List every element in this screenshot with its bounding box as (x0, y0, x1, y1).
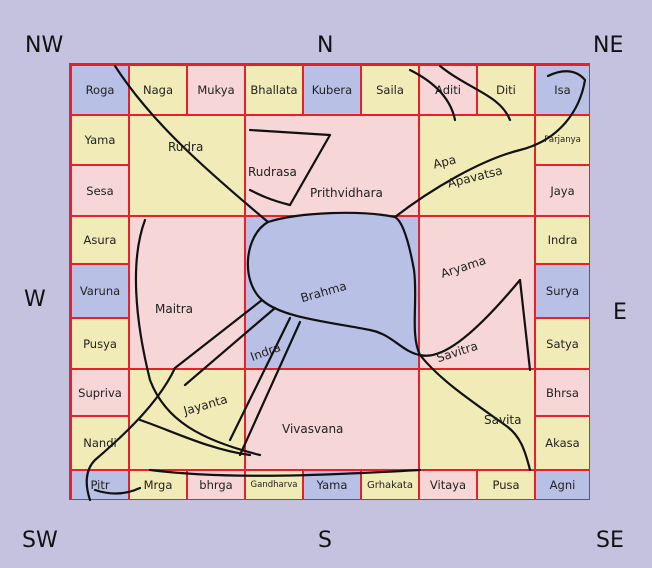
cell-label: Roga (85, 83, 115, 97)
cell-left-1: Sesa (71, 165, 129, 216)
cell-right-3: Surya (535, 264, 590, 318)
cell-top-1: Naga (129, 65, 187, 115)
cell-label: Mrga (143, 478, 173, 492)
cell-label: Indra (547, 233, 578, 247)
cell-right-6: Akasa (535, 416, 590, 470)
label-maitra: Maitra (155, 302, 194, 316)
cell-left-5: Supriva (71, 369, 129, 416)
cell-label: Yama (316, 478, 348, 492)
cell-label: Isa (554, 83, 571, 97)
cell-label: Kubera (311, 83, 353, 97)
cell-label: Asura (83, 233, 117, 247)
cell-right-2: Indra (535, 216, 590, 264)
zone-jayanta (129, 369, 245, 470)
cell-label: Saila (376, 83, 404, 97)
cell-label: Surya (545, 284, 580, 298)
cell-bottom-0: Pitr (71, 470, 129, 500)
cell-label: bhrga (199, 478, 233, 492)
cell-top-5: Saila (361, 65, 419, 115)
zone-maitra (129, 216, 245, 369)
cell-label: Parjanya (544, 135, 581, 145)
cell-label: Bhrsa (546, 385, 579, 400)
cell-bottom-8: Agni (535, 470, 590, 500)
cell-right-4: Satya (535, 318, 590, 369)
cell-label: Yama (84, 133, 116, 147)
cell-label: Vitaya (429, 478, 467, 492)
cell-bottom-1: Mrga (129, 470, 187, 500)
label-rudrasa: Rudrasa (248, 165, 297, 179)
cell-label: Nandi (83, 436, 117, 450)
cell-label: Supriva (78, 385, 122, 400)
cell-label: Pusa (492, 478, 520, 492)
cell-label: Satya (546, 336, 579, 351)
cell-label: Agni (549, 478, 576, 492)
zone-apavatsa (419, 115, 535, 216)
cell-top-3: Bhallata (245, 65, 303, 115)
direction-ne: NE (593, 33, 624, 58)
direction-nw: NW (25, 33, 64, 58)
cell-label: Gandharva (250, 480, 298, 490)
direction-w: W (24, 287, 46, 312)
label-savita: Savita (484, 413, 522, 427)
direction-e: E (613, 300, 627, 325)
cell-bottom-7: Pusa (477, 470, 535, 500)
cell-label: Pitr (90, 478, 110, 492)
cell-top-6: Aditi (419, 65, 477, 115)
direction-s: S (318, 528, 332, 553)
cell-bottom-5: Grhakata (361, 470, 419, 500)
cell-top-8: Isa (535, 65, 590, 115)
label-rudra: Rudra (168, 140, 204, 154)
cell-label: Bhallata (250, 83, 298, 97)
cell-left-6: Nandi (71, 416, 129, 470)
cell-left-0: Yama (71, 115, 129, 165)
label-prithvidhara: Prithvidhara (310, 186, 383, 200)
zone-vivasvana (245, 369, 419, 470)
cell-left-2: Asura (71, 216, 129, 264)
label-vivasvana: Vivasvana (282, 422, 344, 436)
cell-right-1: Jaya (535, 165, 590, 216)
direction-se: SE (596, 528, 624, 553)
cell-right-5: Bhrsa (535, 369, 590, 416)
cell-label: Pusya (83, 336, 117, 351)
direction-sw: SW (22, 528, 58, 553)
cell-left-4: Pusya (71, 318, 129, 369)
cell-label: Grhakata (367, 479, 413, 491)
cell-label: Diti (496, 83, 516, 97)
cell-label: Sesa (86, 183, 114, 198)
cell-top-2: Mukya (187, 65, 245, 115)
zone-rudra (129, 115, 245, 216)
cell-top-4: Kubera (303, 65, 361, 115)
cell-label: Naga (143, 83, 173, 97)
direction-n: N (317, 33, 334, 58)
cell-label: Varuna (79, 284, 121, 298)
zone-aryama (419, 216, 535, 369)
zone-savita (419, 369, 535, 470)
cell-top-7: Diti (477, 65, 535, 115)
cell-bottom-6: Vitaya (419, 470, 477, 500)
cell-label: Jaya (550, 183, 575, 198)
cell-left-3: Varuna (71, 264, 129, 318)
cell-label: Akasa (545, 436, 580, 450)
cell-label: Mukya (197, 83, 235, 97)
